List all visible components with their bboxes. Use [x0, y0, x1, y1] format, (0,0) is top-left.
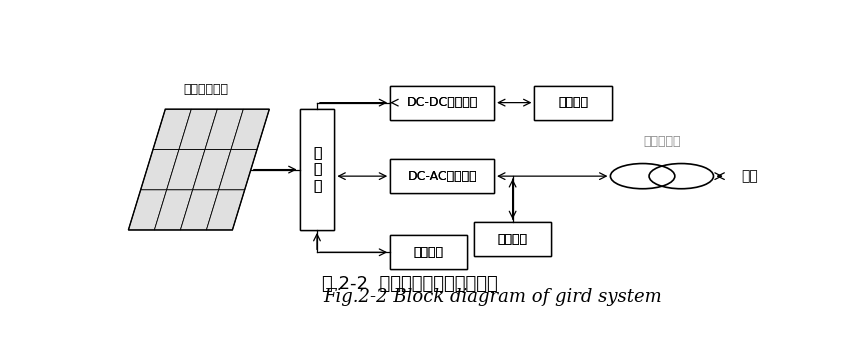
Polygon shape: [154, 190, 193, 230]
Text: 电网: 电网: [740, 169, 758, 183]
FancyBboxPatch shape: [390, 86, 494, 120]
FancyBboxPatch shape: [300, 109, 334, 230]
Polygon shape: [219, 149, 257, 190]
Text: 直流负载: 直流负载: [558, 96, 588, 109]
FancyBboxPatch shape: [474, 222, 552, 256]
Text: 交流负载: 交流负载: [498, 233, 527, 246]
Text: 控
制
器: 控 制 器: [313, 146, 321, 193]
FancyBboxPatch shape: [390, 235, 468, 269]
FancyBboxPatch shape: [474, 222, 552, 256]
Polygon shape: [153, 109, 191, 149]
Text: DC-AC逆变电路: DC-AC逆变电路: [407, 169, 477, 183]
Text: 控
制
器: 控 制 器: [313, 146, 321, 193]
Polygon shape: [193, 149, 231, 190]
Text: DC-AC逆变电路: DC-AC逆变电路: [407, 169, 477, 183]
Text: 交流负载: 交流负载: [498, 233, 527, 246]
Polygon shape: [128, 190, 166, 230]
Text: 直流负载: 直流负载: [558, 96, 588, 109]
Polygon shape: [179, 109, 217, 149]
Text: 图 2-2  并网发电系统的结构框图: 图 2-2 并网发电系统的结构框图: [322, 275, 498, 293]
Polygon shape: [205, 109, 243, 149]
Text: 光伏电池阵列: 光伏电池阵列: [184, 83, 229, 96]
Text: 蓄电池组: 蓄电池组: [414, 246, 443, 259]
FancyBboxPatch shape: [300, 109, 334, 230]
FancyBboxPatch shape: [390, 159, 494, 193]
Polygon shape: [140, 149, 179, 190]
FancyBboxPatch shape: [390, 159, 494, 193]
Text: 工频变压器: 工频变压器: [643, 135, 681, 148]
Text: 蓄电池组: 蓄电池组: [414, 246, 443, 259]
Polygon shape: [166, 149, 205, 190]
Text: Fig.2-2 Block diagram of gird system: Fig.2-2 Block diagram of gird system: [323, 288, 662, 306]
FancyBboxPatch shape: [534, 86, 611, 120]
Text: DC-DC转换电路: DC-DC转换电路: [406, 96, 478, 109]
FancyBboxPatch shape: [534, 86, 611, 120]
Polygon shape: [206, 190, 245, 230]
FancyBboxPatch shape: [390, 86, 494, 120]
Text: DC-DC转换电路: DC-DC转换电路: [406, 96, 478, 109]
Polygon shape: [231, 109, 269, 149]
Polygon shape: [180, 190, 219, 230]
FancyBboxPatch shape: [390, 235, 468, 269]
